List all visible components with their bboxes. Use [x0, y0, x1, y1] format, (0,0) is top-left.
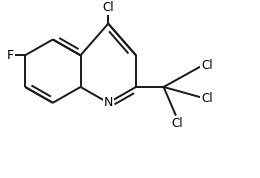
Text: N: N	[103, 96, 113, 109]
Text: Cl: Cl	[172, 117, 183, 130]
Text: Cl: Cl	[102, 1, 114, 14]
Text: F: F	[7, 49, 14, 62]
Text: Cl: Cl	[201, 92, 213, 105]
Text: Cl: Cl	[201, 59, 213, 72]
